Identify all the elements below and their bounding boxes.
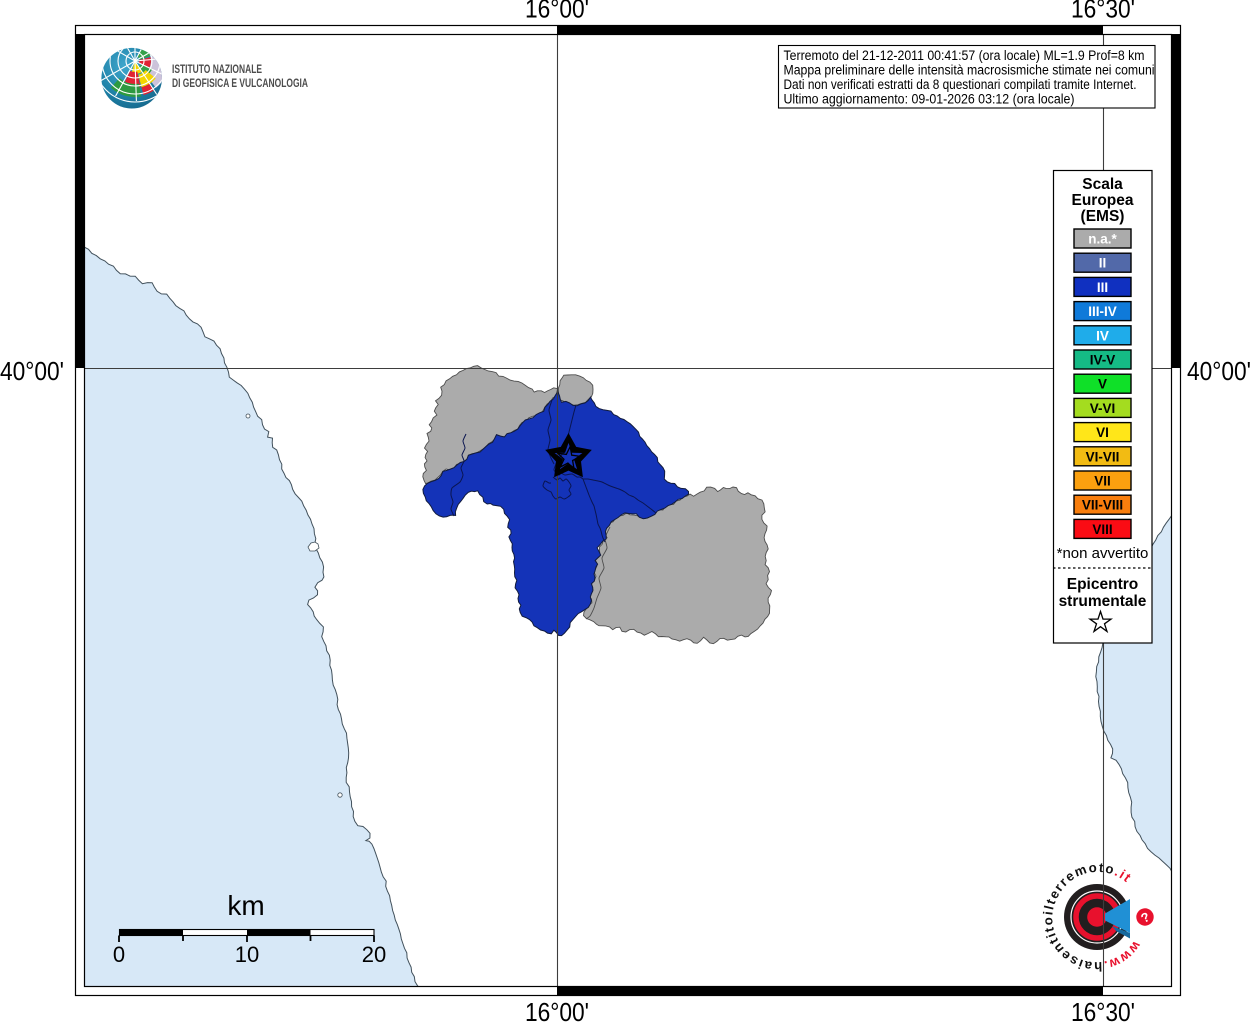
svg-text:DI GEOFISICA E VULCANOLOGIA: DI GEOFISICA E VULCANOLOGIA (172, 77, 308, 90)
svg-text:20: 20 (362, 942, 386, 967)
svg-text:IV: IV (1096, 328, 1109, 343)
svg-text:10: 10 (235, 942, 259, 967)
svg-text:III: III (1097, 280, 1108, 295)
svg-text:16°00': 16°00' (525, 0, 589, 24)
svg-text:16°30': 16°30' (1071, 997, 1135, 1024)
svg-text:VI: VI (1096, 425, 1109, 440)
svg-text:ISTITUTO NAZIONALE: ISTITUTO NAZIONALE (172, 63, 262, 76)
svg-text:Dati non verificati estratti d: Dati non verificati estratti da 8 questi… (784, 77, 1137, 92)
svg-text:n.a.*: n.a.* (1088, 232, 1117, 247)
svg-text:VII-VIII: VII-VIII (1082, 498, 1123, 513)
svg-text:VIII: VIII (1092, 522, 1112, 537)
svg-text:Terremoto del 21-12-2011 00:41: Terremoto del 21-12-2011 00:41:57 (ora l… (784, 48, 1145, 63)
svg-text:II: II (1099, 256, 1107, 271)
svg-text:(EMS): (EMS) (1081, 208, 1125, 225)
svg-text:Europea: Europea (1071, 192, 1133, 209)
svg-text:V-VI: V-VI (1090, 401, 1116, 416)
svg-text:strumentale: strumentale (1059, 593, 1147, 610)
svg-text:km: km (227, 890, 264, 921)
svg-text:Scala: Scala (1082, 176, 1123, 193)
svg-text:*non avvertito: *non avvertito (1057, 545, 1149, 562)
svg-text:40°00': 40°00' (0, 356, 64, 386)
svg-text:16°00': 16°00' (525, 997, 589, 1024)
svg-text:V: V (1098, 377, 1107, 392)
svg-text:40°00': 40°00' (1187, 356, 1251, 386)
svg-text:Mappa preliminare delle intens: Mappa preliminare delle intensità macros… (784, 63, 1155, 78)
svg-text:IV-V: IV-V (1090, 353, 1116, 368)
svg-text:VII: VII (1094, 474, 1111, 489)
svg-text:16°30': 16°30' (1071, 0, 1135, 24)
svg-text:Ultimo aggiornamento: 09-01-20: Ultimo aggiornamento: 09-01-2026 03:12 (… (784, 92, 1075, 107)
svg-text:III-IV: III-IV (1088, 304, 1117, 319)
svg-text:VI-VII: VI-VII (1086, 449, 1120, 464)
svg-text:Epicentro: Epicentro (1067, 576, 1138, 593)
svg-text:0: 0 (113, 942, 125, 967)
